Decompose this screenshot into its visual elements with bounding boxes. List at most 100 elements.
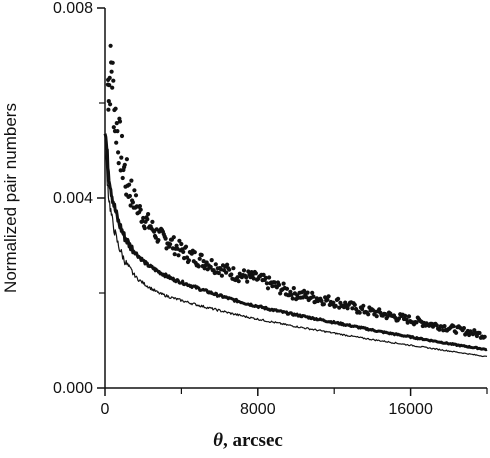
data-point [224, 270, 229, 275]
data-point [236, 279, 241, 284]
data-point [319, 298, 324, 303]
data-point [250, 273, 255, 278]
data-point [119, 133, 125, 139]
data-point [265, 286, 271, 291]
data-point [183, 244, 189, 249]
data-point [231, 266, 236, 271]
series-dots [105, 43, 487, 340]
data-point [150, 219, 155, 224]
data-point [291, 286, 296, 291]
data-point [321, 302, 326, 307]
data-point [208, 264, 213, 270]
data-point [114, 121, 119, 126]
data-point [216, 270, 221, 276]
data-point [197, 256, 202, 261]
data-point [196, 264, 201, 269]
data-point [111, 125, 116, 130]
data-point [219, 273, 224, 278]
data-point [361, 303, 366, 308]
data-point [385, 314, 390, 319]
data-point [127, 193, 132, 199]
data-point [331, 300, 336, 305]
x-axis-title-symbol: θ [213, 430, 223, 451]
data-point [377, 307, 382, 312]
data-point [345, 306, 350, 311]
data-point [374, 314, 379, 319]
data-point [138, 207, 143, 212]
data-point [261, 272, 266, 277]
data-point [227, 267, 232, 272]
data-point [120, 175, 125, 181]
data-point [114, 140, 119, 145]
data-point [235, 275, 240, 280]
x-tick-label: 0 [101, 401, 110, 418]
data-point [270, 284, 275, 289]
data-point [133, 193, 139, 198]
data-point [137, 204, 142, 209]
data-point [213, 262, 218, 267]
data-point [326, 294, 331, 299]
data-point [360, 306, 365, 312]
y-tick-label: 0.004 [53, 190, 93, 207]
data-point [108, 102, 113, 107]
data-point [115, 129, 120, 134]
data-point [172, 252, 177, 257]
data-point [244, 275, 249, 280]
data-point [107, 75, 112, 80]
data-point [209, 258, 214, 263]
data-point [304, 295, 309, 300]
axes: 0.000 0.004 0.008 0 8000 16000 [53, 0, 488, 418]
data-point [124, 157, 129, 162]
data-point [116, 150, 121, 155]
data-point [267, 275, 272, 280]
data-point [461, 326, 466, 331]
data-point [229, 272, 234, 277]
data-point [289, 292, 294, 297]
data-point [434, 323, 439, 328]
data-point [156, 238, 161, 243]
data-point [132, 188, 137, 193]
data-point [251, 276, 256, 281]
y-tick-label: 0.000 [53, 380, 93, 397]
data-point [241, 268, 247, 273]
data-point [366, 312, 371, 317]
data-point [482, 334, 487, 339]
data-point [128, 203, 133, 208]
data-point [264, 281, 269, 286]
x-axis-title: θ, arcsec [213, 430, 283, 451]
x-axis-title-rest: , arcsec [223, 430, 283, 451]
data-point [245, 279, 250, 284]
data-point [171, 235, 176, 240]
data-point [272, 280, 277, 285]
data-point [168, 242, 173, 247]
data-point [414, 320, 419, 325]
y-axis-title: Normalized pair numbers [1, 103, 20, 293]
data-point [110, 60, 115, 65]
data-point [437, 327, 442, 332]
data-point [225, 262, 230, 267]
data-point [199, 252, 204, 258]
x-tick-label: 16000 [388, 401, 433, 418]
data-point [477, 330, 482, 336]
data-point [146, 212, 151, 217]
data-point [177, 238, 182, 243]
data-point [396, 316, 402, 321]
data-point [122, 162, 127, 167]
data-point [311, 294, 316, 299]
data-point [192, 250, 197, 255]
data-point [106, 99, 111, 104]
series-line-thin [104, 139, 488, 358]
data-point [302, 288, 307, 293]
data-point [333, 303, 338, 308]
data-point [249, 270, 254, 275]
data-point [442, 324, 447, 329]
data-point [263, 275, 268, 280]
data-point [336, 296, 341, 301]
data-point [454, 330, 459, 335]
data-point [107, 83, 112, 88]
data-point [117, 119, 123, 124]
data-point [246, 269, 251, 274]
data-point [179, 241, 184, 247]
data-point [113, 106, 118, 111]
